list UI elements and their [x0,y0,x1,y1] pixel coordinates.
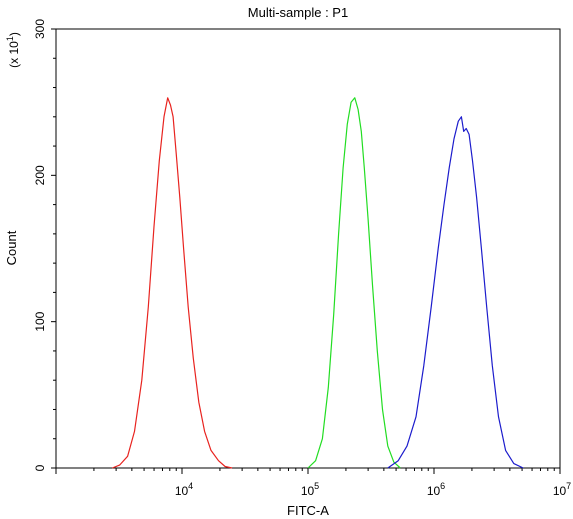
y-multiplier-base: (x 10 [7,41,21,68]
y-multiplier-exponent: 1 [5,36,15,41]
y-axis: 0 100 200 300 [33,19,56,471]
histogram-series-3 [387,116,524,469]
histogram-series-2 [307,97,401,469]
plot-frame [55,28,561,469]
histogram-series-1 [112,97,233,469]
chart-title: Multi-sample : P1 [248,5,348,20]
y-tick-label: 200 [33,165,47,185]
y-multiplier-close: ) [7,32,21,36]
y-tick-label: 0 [33,464,47,471]
x-axis-label: FITC-A [287,503,329,518]
x-tick-label: 104 [175,481,193,498]
y-tick-label: 300 [33,19,47,39]
x-tick-label: 105 [301,481,319,498]
x-axis: 104 105 106 107 [55,468,571,498]
series-layer [112,97,524,469]
y-tick-label: 100 [33,311,47,331]
y-multiplier-label: (x 101) [5,32,21,68]
y-axis-label: Count [4,230,19,265]
x-tick-label: 107 [553,481,571,498]
x-tick-label: 106 [427,481,445,498]
